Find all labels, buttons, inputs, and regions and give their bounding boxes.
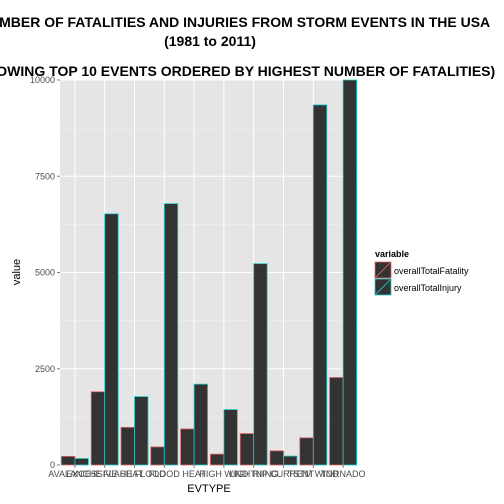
x-tick-label: HIGH WIND <box>199 469 248 479</box>
chart-title: TOTAL NUMBER OF FATALITIES AND INJURIES … <box>0 14 495 79</box>
bar-overallTotalFatality-5 <box>180 428 195 466</box>
x-tick-label: RIP CURRENT <box>253 469 315 479</box>
x-tick-label: TORNADO <box>321 469 366 479</box>
title-line-1: TOTAL NUMBER OF FATALITIES AND INJURIES … <box>0 14 490 30</box>
x-tick-label: HEAT <box>182 469 206 479</box>
bar-overallTotalFatality-4 <box>150 446 165 466</box>
legend-label-overallTotalInjury: overallTotalInjury <box>394 283 462 293</box>
bar-overallTotalInjury-9 <box>312 104 328 466</box>
x-tick-label: FLASH FLOOD <box>103 469 166 479</box>
y-tick-label: 7500 <box>35 171 55 181</box>
title-line-2: (1981 to 2011) <box>164 33 256 49</box>
y-tick-label: 5000 <box>35 268 55 278</box>
bars <box>61 79 358 466</box>
x-tick-label: EXCESSIVE HEAT <box>66 469 143 479</box>
bar-overallTotalInjury-6 <box>223 409 238 466</box>
bar-overallTotalFatality-8 <box>269 450 284 466</box>
bar-overallTotalInjury-10 <box>342 79 358 466</box>
y-tick-label: 10000 <box>30 75 55 85</box>
y-axis-ticks: 0 2500 5000 7500 10000 <box>30 75 60 470</box>
x-tick-label: TSTM WIND <box>288 469 339 479</box>
x-tick-label: FLOOD <box>149 469 181 479</box>
bar-overallTotalFatality-6 <box>209 453 225 466</box>
bar-overallTotalInjury-1 <box>74 458 89 466</box>
y-tick-label: 0 <box>50 460 55 470</box>
bar-overallTotalFatality-9 <box>299 437 314 466</box>
bar-overallTotalFatality-2 <box>90 391 106 466</box>
legend-key-slash <box>375 279 391 295</box>
x-tick-label: LIGHTNING <box>229 469 278 479</box>
bar-overallTotalInjury-2 <box>104 213 119 466</box>
bar-overallTotalFatality-10 <box>329 377 344 466</box>
legend-title: variable <box>375 249 409 259</box>
legend: variable overallTotalFatality overallTota… <box>374 249 469 296</box>
legend-key-slash <box>375 262 391 278</box>
x-tick-label: AVALANCHE <box>48 469 101 479</box>
x-axis-label: EVTYPE <box>187 483 230 495</box>
bar-overallTotalInjury-7 <box>253 263 268 466</box>
bar-overallTotalInjury-5 <box>193 383 209 466</box>
y-tick-label: 2500 <box>35 364 55 374</box>
y-axis-label: value <box>11 259 23 285</box>
bar-overallTotalInjury-8 <box>283 455 298 466</box>
title-line-4: SHOWING TOP 10 EVENTS ORDERED BY HIGHEST… <box>0 63 495 79</box>
bar-overallTotalFatality-3 <box>120 426 135 466</box>
legend-label-overallTotalFatality: overallTotalFatality <box>394 266 469 276</box>
bar-overallTotalInjury-3 <box>134 396 149 466</box>
bar-overallTotalFatality-1 <box>61 455 76 466</box>
bar-overallTotalInjury-4 <box>163 203 179 466</box>
bar-overallTotalFatality-7 <box>239 433 255 466</box>
